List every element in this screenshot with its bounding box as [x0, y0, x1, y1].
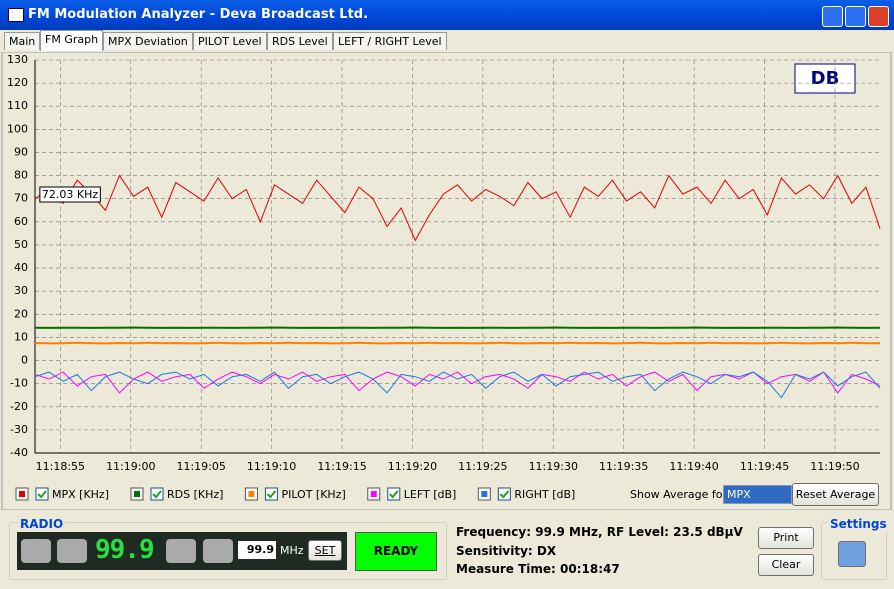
x-tick-label: 11:19:30 [529, 460, 578, 473]
tab[interactable]: MPX Deviation [103, 32, 193, 50]
set-button[interactable]: SET [308, 540, 342, 561]
legend-label: PILOT [KHz] [281, 488, 345, 501]
step-back[interactable] [57, 539, 87, 563]
x-tick-label: 11:19:05 [176, 460, 225, 473]
y-tick-label: 30 [14, 284, 28, 297]
y-tick-label: 40 [14, 261, 28, 274]
y-tick-label: 0 [21, 354, 28, 367]
check-mark [152, 490, 162, 499]
check-mark [266, 490, 277, 499]
tab[interactable]: FM Graph [40, 30, 104, 51]
x-tick-label: 11:19:35 [599, 460, 648, 473]
y-tick-label: 100 [7, 122, 28, 135]
legend-checkbox[interactable] [35, 487, 49, 501]
maximize[interactable] [845, 6, 866, 27]
tab[interactable]: Main [4, 32, 41, 50]
average-label: Show Average for: [630, 488, 731, 501]
close[interactable] [868, 6, 889, 27]
legend-color [248, 491, 255, 497]
y-tick-label: 70 [14, 192, 28, 205]
legend-label: RIGHT [dB] [514, 488, 575, 501]
series-line [34, 371, 881, 394]
chart: DB -40 -30 -20 -10 0 10 20 30 40 50 60 70 80 90 100 110… [1, 52, 892, 510]
legend-color [134, 491, 140, 497]
chart-panel [1, 52, 892, 510]
x-tick-label: 11:19:25 [458, 460, 507, 473]
seek-back[interactable] [21, 539, 51, 563]
y-tick-label: 130 [7, 53, 28, 66]
x-tick-label: 11:19:45 [740, 460, 789, 473]
average-select[interactable]: MPX [723, 485, 792, 504]
seek-forward[interactable] [203, 539, 233, 563]
tab[interactable]: RDS Level [267, 32, 333, 50]
y-tick-label: 20 [14, 307, 28, 320]
unit: MHz [280, 544, 304, 557]
annotation: 72.03 KHz [42, 188, 98, 201]
x-tick-label: 11:19:40 [669, 460, 718, 473]
check-mark [37, 490, 47, 499]
y-tick-label: -30 [10, 423, 28, 436]
y-tick-label: 10 [14, 330, 28, 343]
clear-button[interactable]: Clear [758, 554, 814, 576]
app-icon [8, 8, 24, 22]
info-frequency: Frequency: 99.9 MHz, RF Level: 23.5 dBµV [456, 525, 743, 539]
legend-color [370, 491, 377, 497]
radio-panel: 99.9 99.9 MHz SET [17, 532, 347, 570]
legend-checkbox[interactable] [387, 487, 401, 501]
y-tick-label: 90 [14, 145, 28, 158]
y-tick-label: 60 [14, 215, 28, 228]
logo: DB [794, 63, 856, 94]
settings-button[interactable] [838, 541, 866, 567]
annotation-box [39, 186, 101, 203]
step-forward[interactable] [166, 539, 196, 563]
status: READY [355, 532, 437, 571]
x-tick-label: 11:18:55 [36, 460, 85, 473]
x-tick-label: 11:19:00 [106, 460, 155, 473]
series-line [34, 341, 880, 345]
legend-checkbox[interactable] [497, 487, 511, 501]
x-tick-label: 11:19:20 [388, 460, 437, 473]
y-tick-label: 120 [7, 76, 28, 89]
radio-group [9, 522, 447, 580]
radio-title: RADIO [18, 517, 66, 531]
info-time: Measure Time: 00:18:47 [456, 562, 620, 576]
y-tick-label: 80 [14, 169, 28, 182]
average-value: MPX [727, 488, 751, 501]
minimize[interactable] [822, 6, 843, 27]
x-tick-label: 11:19:50 [810, 460, 859, 473]
y-tick-label: -40 [10, 446, 28, 459]
series-line [34, 371, 881, 399]
y-tick-label: -10 [10, 377, 28, 390]
reset-button[interactable]: Reset Average [792, 483, 879, 506]
legend-label: LEFT [dB] [404, 488, 457, 501]
frequency-input[interactable]: 99.9 [238, 541, 276, 559]
legend-color [481, 491, 488, 497]
print-button[interactable]: Print [758, 527, 814, 549]
window-title: FM Modulation Analyzer - Deva Broadcast … [28, 7, 369, 22]
check-mark [389, 490, 399, 499]
legend-checkbox[interactable] [264, 487, 278, 501]
info-sensitivity: Sensitivity: DX [456, 544, 557, 558]
legend-color [19, 491, 25, 497]
tab[interactable]: LEFT / RIGHT Level [333, 32, 447, 50]
legend-label: RDS [KHz] [167, 488, 223, 501]
y-tick-label: 110 [7, 99, 28, 112]
y-tick-label: 50 [14, 238, 28, 251]
tab[interactable]: PILOT Level [193, 32, 267, 50]
svg-text:DB: DB [811, 68, 840, 89]
x-tick-label: 11:19:15 [317, 460, 366, 473]
frequency-display: 99.9 [95, 535, 155, 565]
title-bar: FM Modulation Analyzer - Deva Broadcast … [0, 0, 894, 30]
x-tick-label: 11:19:10 [247, 460, 296, 473]
settings-title: Settings [828, 517, 889, 531]
legend-label: MPX [KHz] [52, 488, 109, 501]
series-line [34, 174, 881, 242]
legend-checkbox[interactable] [150, 487, 164, 501]
check-mark [499, 490, 510, 499]
y-tick-label: -20 [10, 400, 28, 413]
